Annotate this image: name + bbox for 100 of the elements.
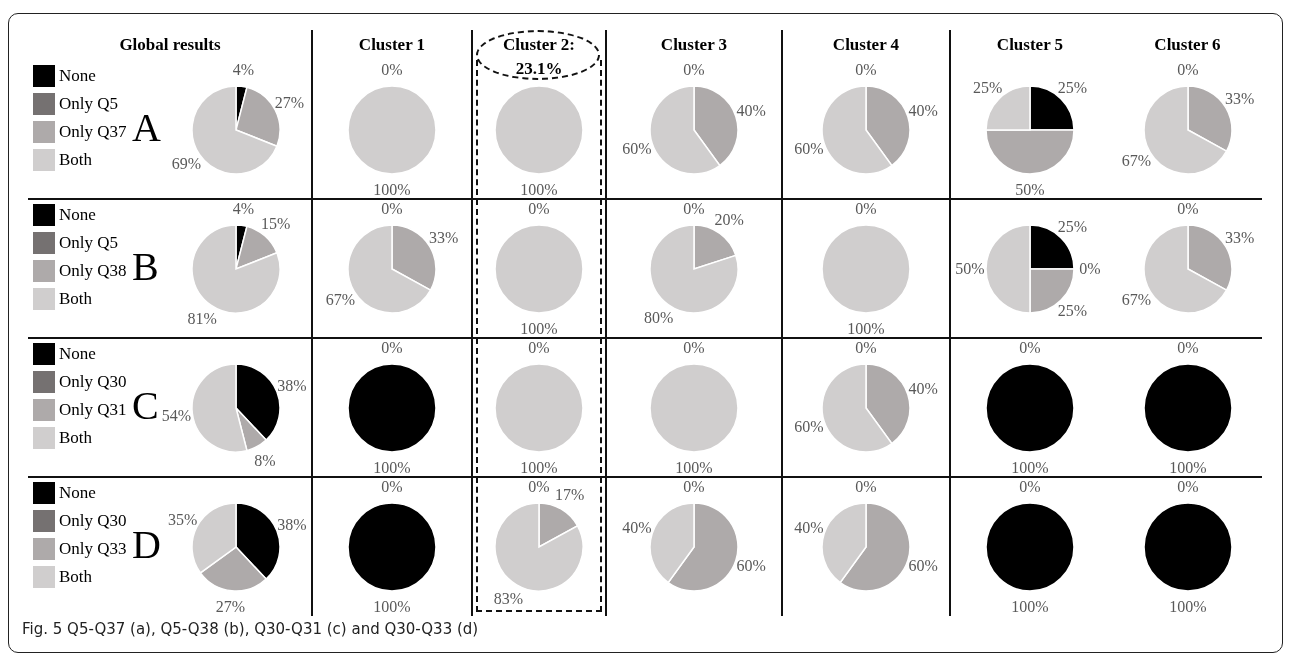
text: 0% xyxy=(1019,478,1041,495)
data-label: 80% xyxy=(644,308,674,326)
pie-slice xyxy=(649,224,739,314)
data-label: 100% xyxy=(373,181,411,198)
text: 0% xyxy=(381,200,403,217)
data-label: 40% xyxy=(736,102,766,120)
legend-label: Only Q38 xyxy=(59,261,127,280)
data-label: 38% xyxy=(277,515,307,533)
data-label: 4% xyxy=(232,200,255,218)
pie-slice xyxy=(494,502,584,592)
data-label: 8% xyxy=(254,451,276,469)
data-label: 69% xyxy=(171,154,202,172)
data-label: 100% xyxy=(1169,459,1207,476)
data-label: 60% xyxy=(908,556,938,574)
data-label: 60% xyxy=(622,139,652,157)
data-label: 27% xyxy=(274,93,305,111)
data-label: 50% xyxy=(1015,181,1045,198)
text: 0% xyxy=(1177,339,1199,356)
data-label: 81% xyxy=(187,309,217,327)
data-label: 100% xyxy=(373,459,411,476)
data-label: 17% xyxy=(554,486,585,504)
chart-title: Global results xyxy=(118,34,222,56)
text: 0% xyxy=(381,61,403,78)
data-label: 54% xyxy=(161,406,192,424)
data-label: 67% xyxy=(1121,290,1152,308)
data-label: 60% xyxy=(736,556,766,574)
text: 0% xyxy=(528,339,550,356)
text: D xyxy=(132,521,161,567)
data-label: 25% xyxy=(1057,302,1088,320)
caption: Fig. 5 Q5-Q37 (a), Q5-Q38 (b), Q30-Q31 (c) and Q30-Q33 (d) xyxy=(22,620,479,638)
legend-label: None xyxy=(59,205,96,224)
legend-label: Only Q5 xyxy=(59,94,119,113)
legend-label: Only Q30 xyxy=(59,372,127,391)
legend-label: None xyxy=(59,344,96,363)
legend-label: None xyxy=(59,66,96,85)
text: 0% xyxy=(683,339,705,356)
data-label: 100% xyxy=(675,459,713,476)
chart-title: Cluster 2: 23.1% xyxy=(502,34,576,80)
data-label: 38% xyxy=(277,376,307,394)
data-label: 35% xyxy=(167,510,198,528)
data-label: 83% xyxy=(493,589,524,607)
data-label: 33% xyxy=(428,229,459,247)
data-label: 15% xyxy=(261,214,291,232)
legend-label: Only Q31 xyxy=(59,400,127,419)
text: A xyxy=(132,104,161,150)
text: 0% xyxy=(683,478,705,495)
text: 0% xyxy=(855,478,877,495)
legend-label: Both xyxy=(59,567,93,586)
chart-title: Cluster 6 xyxy=(1153,34,1222,56)
data-label: 100% xyxy=(1011,598,1049,615)
data-label: 33% xyxy=(1224,229,1255,247)
data-label: 50% xyxy=(955,260,985,277)
text: 0% xyxy=(1079,260,1101,277)
legend-label: Only Q37 xyxy=(59,122,128,141)
data-label: 25% xyxy=(1057,78,1088,96)
text: 0% xyxy=(855,339,877,356)
data-label: 25% xyxy=(1057,217,1088,235)
text: 0% xyxy=(1177,478,1199,495)
text: 0% xyxy=(528,478,550,495)
data-label: 33% xyxy=(1224,90,1255,108)
text: 0% xyxy=(381,478,403,495)
text: 0% xyxy=(683,200,705,217)
data-label: 20% xyxy=(714,211,744,229)
text: B xyxy=(132,243,159,289)
legend-label: Both xyxy=(59,150,93,169)
chart-title: Cluster 3 xyxy=(659,34,729,56)
data-label: 100% xyxy=(520,181,558,198)
legend-label: None xyxy=(59,483,96,502)
data-label: 27% xyxy=(215,597,246,615)
data-label: 25% xyxy=(972,78,1003,96)
chart-title: Cluster 1 xyxy=(357,34,427,56)
data-label: 67% xyxy=(1121,151,1152,169)
legend-label: Only Q30 xyxy=(59,511,127,530)
data-label: 60% xyxy=(794,139,824,157)
text: 0% xyxy=(381,339,403,356)
text: 0% xyxy=(683,61,705,78)
text: 0% xyxy=(1177,61,1199,78)
text: 0% xyxy=(1019,339,1041,356)
data-label: 100% xyxy=(520,320,558,337)
data-label: 100% xyxy=(847,320,885,337)
text: C xyxy=(132,382,159,428)
legend-label: Only Q33 xyxy=(59,539,127,558)
text: 0% xyxy=(855,61,877,78)
data-label: 40% xyxy=(908,380,938,398)
chart-title: Cluster 4 xyxy=(831,34,901,56)
data-label: 40% xyxy=(622,519,652,537)
legend-label: Both xyxy=(59,428,93,447)
data-label: 60% xyxy=(794,417,824,435)
data-label: 100% xyxy=(1011,459,1049,476)
data-label: 4% xyxy=(232,61,255,79)
data-label: 40% xyxy=(794,519,824,537)
legend-label: Both xyxy=(59,289,93,308)
chart-title: Cluster 5 xyxy=(995,34,1065,56)
data-label: 40% xyxy=(908,102,938,120)
text: 0% xyxy=(1177,200,1199,217)
data-label: 100% xyxy=(373,598,411,615)
text: 0% xyxy=(855,200,877,217)
data-label: 67% xyxy=(325,290,356,308)
legend-label: Only Q5 xyxy=(59,233,119,252)
text: 0% xyxy=(528,200,550,217)
